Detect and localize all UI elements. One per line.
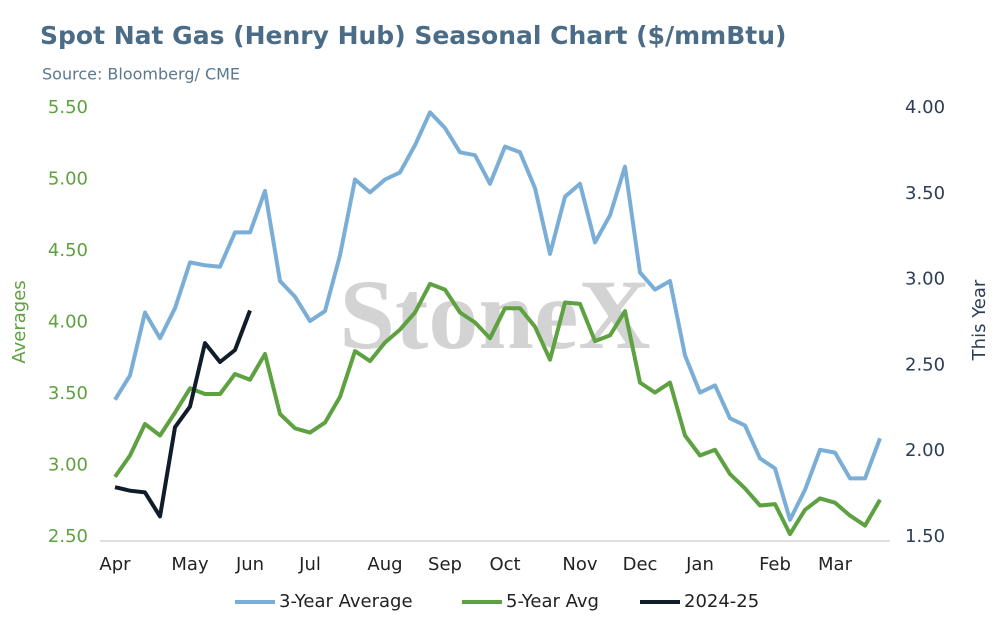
y-tick-label: 3.00 <box>48 455 88 476</box>
legend-label: 3-Year Average <box>279 591 413 612</box>
y-tick-label: 4.50 <box>48 240 88 261</box>
y-tick-label: 5.00 <box>48 169 88 190</box>
x-tick-label: Sep <box>428 554 462 575</box>
y-axis-label: Averages <box>9 280 30 363</box>
y2-axis-label: This Year <box>969 279 990 361</box>
y-tick-label: 3.50 <box>48 383 88 404</box>
y2-tick-label: 4.00 <box>905 97 945 118</box>
x-tick-label: Apr <box>99 554 131 575</box>
series-line <box>113 281 882 537</box>
y2-tick-label: 1.50 <box>905 526 945 547</box>
x-tick-label: Dec <box>623 554 658 575</box>
x-tick-label: Oct <box>489 554 520 575</box>
x-tick-label: Feb <box>759 554 791 575</box>
chart-subtitle: Source: Bloomberg/ CME <box>42 65 240 84</box>
chart-title: Spot Nat Gas (Henry Hub) Seasonal Chart … <box>40 21 786 50</box>
x-tick-label: Jul <box>298 554 321 575</box>
x-tick-label: Nov <box>562 554 597 575</box>
x-tick-label: Aug <box>367 554 402 575</box>
y-tick-label: 4.00 <box>48 312 88 333</box>
x-tick-label: Jun <box>235 554 264 575</box>
legend-label: 2024-25 <box>684 591 759 612</box>
x-tick-label: May <box>171 554 209 575</box>
series-line <box>114 309 252 519</box>
x-tick-label: Jan <box>685 554 714 575</box>
y2-tick-label: 3.00 <box>905 269 945 290</box>
legend-label: 5-Year Avg <box>506 591 599 612</box>
x-tick-label: Mar <box>818 554 853 575</box>
watermark: StoneX <box>339 259 650 370</box>
y2-tick-label: 2.00 <box>905 440 945 461</box>
series-line <box>113 110 882 522</box>
y2-tick-label: 3.50 <box>905 183 945 204</box>
y-tick-label: 2.50 <box>48 526 88 547</box>
y2-tick-label: 2.50 <box>905 354 945 375</box>
y-tick-label: 5.50 <box>48 97 88 118</box>
